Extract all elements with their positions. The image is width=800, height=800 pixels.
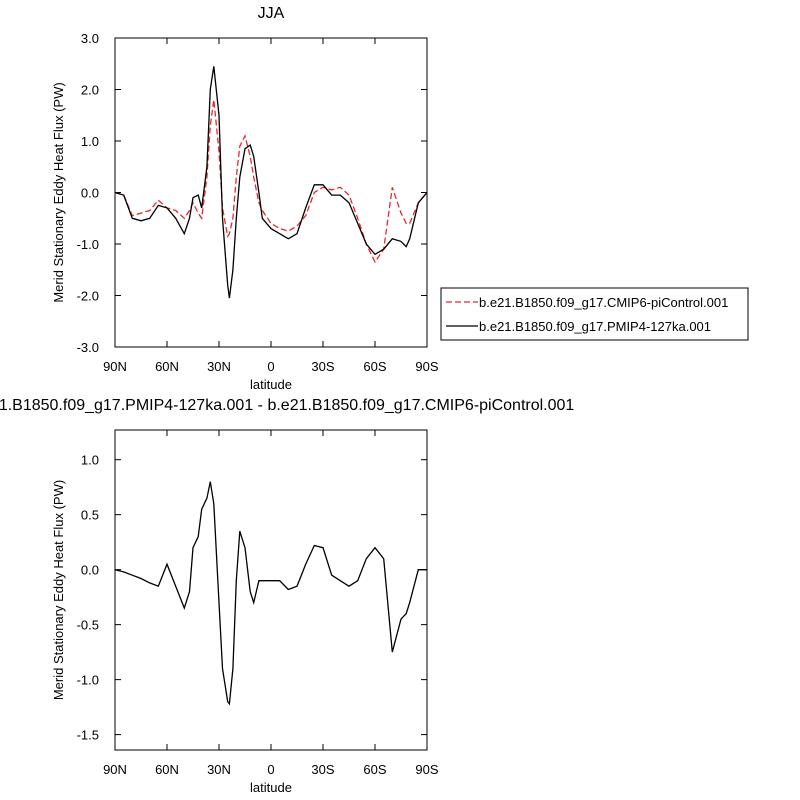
x-tick-label: 60S xyxy=(363,359,386,374)
x-tick-label: 60N xyxy=(155,359,179,374)
y-tick-label: 0.0 xyxy=(81,563,99,578)
x-tick-label: 60S xyxy=(363,762,386,777)
legend-label: b.e21.B1850.f09_g17.CMIP6-piControl.001 xyxy=(479,295,728,310)
legend-box xyxy=(440,287,749,341)
y-axis-label: Merid Stationary Eddy Heat Flux (PW) xyxy=(51,82,66,302)
plot-frame xyxy=(114,429,428,751)
x-tick-label: 0 xyxy=(267,762,274,777)
y-axis-label: Merid Stationary Eddy Heat Flux (PW) xyxy=(51,480,66,700)
x-axis-label: latitude xyxy=(250,780,292,795)
legend-label: b.e21.B1850.f09_g17.PMIP4-127ka.001 xyxy=(479,319,711,334)
plot-frame xyxy=(114,37,428,348)
series-line xyxy=(114,481,427,706)
y-tick-label: -1.0 xyxy=(77,673,99,688)
y-tick-label: -1.5 xyxy=(77,728,99,743)
y-tick-label: 0.5 xyxy=(81,508,99,523)
x-axis-label: latitude xyxy=(250,377,292,392)
x-tick-label: 60N xyxy=(155,762,179,777)
y-tick-label: -0.5 xyxy=(77,618,99,633)
y-tick-label: 2.0 xyxy=(81,83,99,98)
chart-title: b.e21.B1850.f09_g17.PMIP4-127ka.001 - b.… xyxy=(0,397,574,414)
chart-title: JJA xyxy=(258,5,285,22)
y-tick-label: 1.0 xyxy=(81,134,99,149)
series-line xyxy=(114,99,428,264)
y-tick-label: -2.0 xyxy=(77,289,99,304)
y-tick-label: 3.0 xyxy=(81,31,99,46)
x-tick-label: 30N xyxy=(207,762,231,777)
y-tick-label: 0.0 xyxy=(81,186,99,201)
series-line xyxy=(114,66,428,299)
x-tick-label: 90S xyxy=(415,762,438,777)
y-tick-label: -3.0 xyxy=(77,340,99,355)
y-tick-label: -1.0 xyxy=(77,237,99,252)
x-tick-label: 0 xyxy=(267,359,274,374)
x-tick-label: 90N xyxy=(103,762,127,777)
y-tick-label: 1.0 xyxy=(81,453,99,468)
x-tick-label: 30S xyxy=(311,359,334,374)
x-tick-label: 90N xyxy=(103,359,127,374)
x-tick-label: 90S xyxy=(415,359,438,374)
x-tick-label: 30N xyxy=(207,359,231,374)
x-tick-label: 30S xyxy=(311,762,334,777)
